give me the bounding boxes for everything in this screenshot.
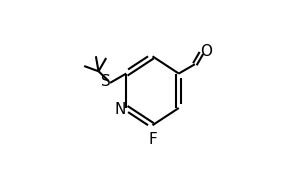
Text: S: S	[101, 74, 111, 89]
Text: O: O	[200, 44, 212, 59]
Text: N: N	[115, 102, 126, 117]
Text: F: F	[148, 132, 157, 147]
